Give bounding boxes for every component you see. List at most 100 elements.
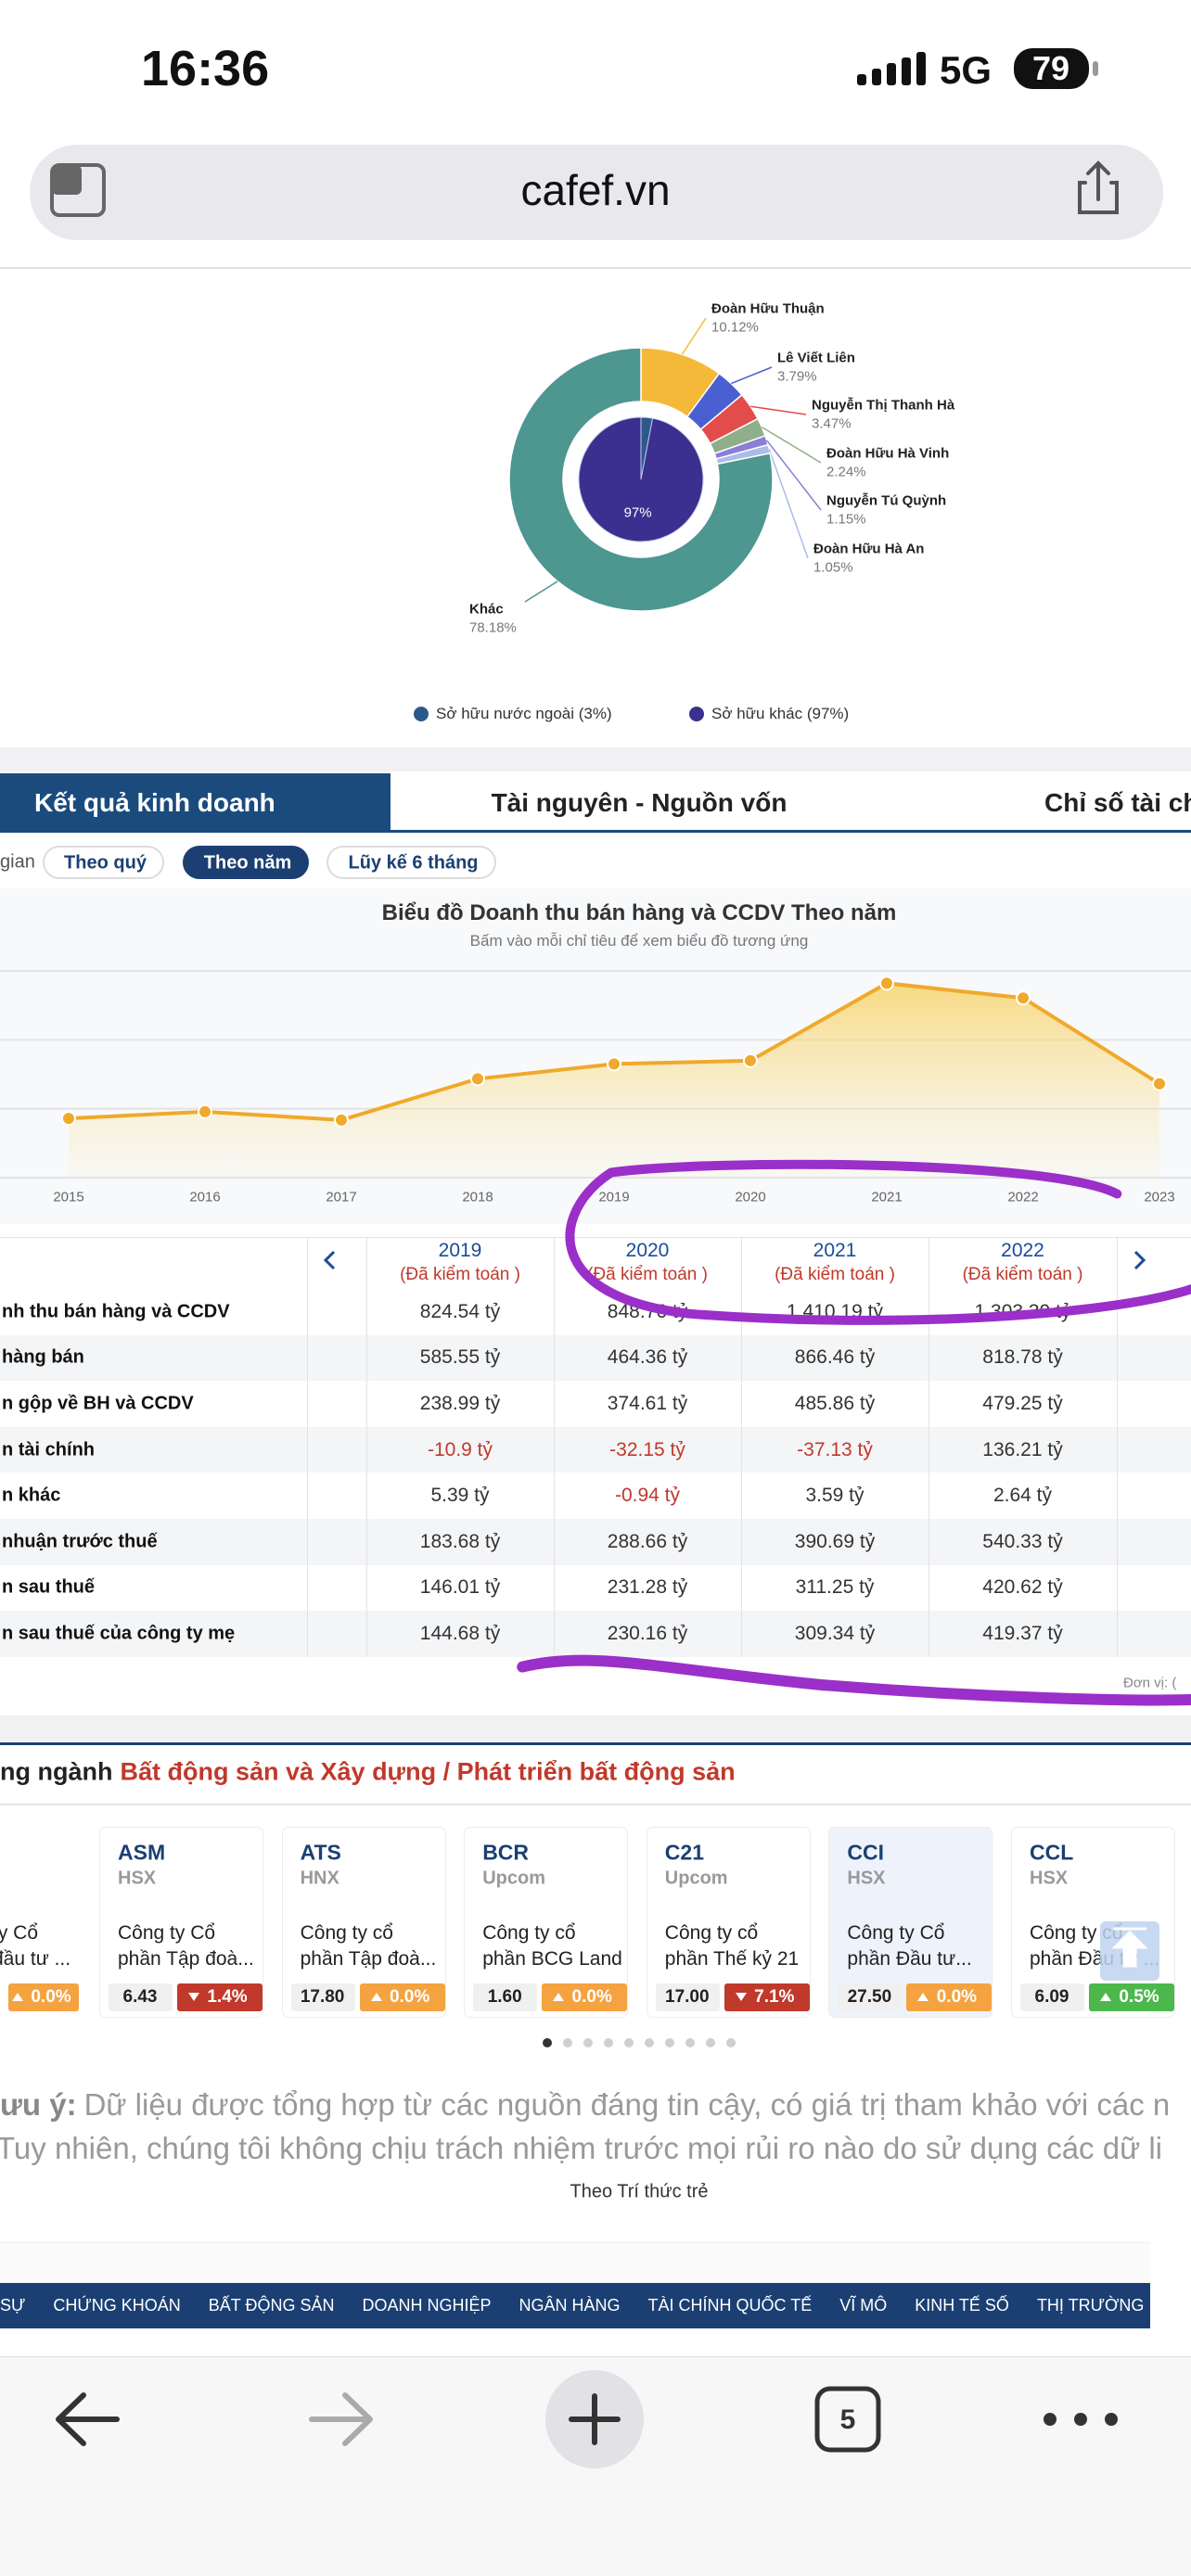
leader-line <box>750 405 807 415</box>
price-box: 17.00 <box>655 1983 720 2011</box>
section-gap <box>0 1715 1191 1741</box>
scroll-top-button[interactable] <box>1100 1921 1159 1981</box>
price: 1.60 <box>487 1987 522 2007</box>
company-name: phần Tập đoà... <box>118 1948 254 1970</box>
column-border <box>307 1237 308 1657</box>
filter-pill[interactable]: Lũy kế 6 tháng <box>327 846 496 879</box>
nav-item[interactable]: NGÂN HÀNG <box>519 2296 621 2315</box>
price: 6.43 <box>122 1987 158 2007</box>
nav-item[interactable]: TÀI CHÍNH QUỐC TẾ <box>647 2296 813 2315</box>
pie-slice <box>578 416 704 542</box>
page-dot <box>685 2038 695 2047</box>
x-tick-label: 2015 <box>53 1189 84 1205</box>
company-name: ty Cổ <box>0 1922 39 1944</box>
change: 0.0% <box>31 1987 71 2007</box>
slice-value: 97% <box>623 504 652 521</box>
price-box: 6.43 <box>109 1983 173 2011</box>
change-arrow <box>917 1993 929 2001</box>
nav-item[interactable]: DOANH NGHIỆP <box>362 2296 492 2315</box>
slice-value: 3.47% <box>812 415 852 432</box>
pie-slice <box>709 417 766 455</box>
heading-prefix: ng ngành <box>0 1757 113 1786</box>
filter-option: Lũy kế 6 tháng <box>348 852 479 874</box>
column-border <box>554 1237 555 1657</box>
row-label: hàng bán <box>2 1346 84 1368</box>
cell: 485.86 tỷ <box>794 1393 876 1414</box>
price-box: 27.50 <box>838 1983 903 2011</box>
price-box: 1.60 <box>473 1983 538 2011</box>
tab[interactable]: Tài nguyên - Nguồn vốn <box>491 788 788 817</box>
company-name: phần Thế kỷ 21 <box>664 1948 800 1970</box>
ticker: BCR <box>482 1840 530 1865</box>
exchange: Upcom <box>482 1868 545 1889</box>
cell: 479.25 tỷ <box>982 1393 1063 1414</box>
cell: 2.64 tỷ <box>992 1485 1053 1507</box>
exchange: HSX <box>1030 1868 1069 1889</box>
slice-value: 2.24% <box>826 464 866 480</box>
filter-pill[interactable]: Theo năm <box>183 846 309 879</box>
change-badge: 0.5% <box>1089 1983 1174 2011</box>
disclaimer-label: ưu ý: <box>0 2087 77 2122</box>
row-bg <box>0 1611 1191 1657</box>
price: 17.80 <box>300 1987 345 2007</box>
nav-item[interactable]: SỰ <box>0 2296 26 2315</box>
prev-button <box>323 1250 336 1270</box>
nav-item[interactable]: VĨ MÔ <box>839 2296 888 2315</box>
disclaimer-line: Tuy nhiên, chúng tôi không chịu trách nh… <box>0 2131 1162 2165</box>
cell: 1,410.19 tỷ <box>787 1300 883 1322</box>
row-label: n khác <box>2 1485 61 1506</box>
url[interactable]: cafef.vn <box>520 166 671 214</box>
change-badge: 0.0% <box>8 1983 79 2011</box>
cell: 183.68 tỷ <box>419 1530 501 1552</box>
cell: 464.36 tỷ <box>607 1346 688 1369</box>
nav-item[interactable]: THỊ TRƯỜNG <box>1036 2296 1145 2315</box>
change-badge: 0.0% <box>906 1983 992 2011</box>
column-border <box>1117 1237 1118 1657</box>
company-name: đầu tư ... <box>0 1948 71 1970</box>
slice-value: 10.12% <box>711 319 759 336</box>
company-name: Công ty Cổ <box>118 1922 216 1944</box>
share-button[interactable] <box>1078 160 1119 214</box>
unit-note: Đơn vị: ( <box>1123 1675 1177 1691</box>
chart-subtitle: Bấm vào mỗi chỉ tiêu để xem biểu đồ tươn… <box>469 932 809 950</box>
cell: 230.16 tỷ <box>607 1623 688 1644</box>
nav-item[interactable]: KINH TẾ SỐ <box>915 2296 1009 2315</box>
nav-item[interactable]: CHỨNG KHOÁN <box>53 2296 181 2315</box>
filter-pill[interactable]: Theo quý <box>43 846 164 879</box>
chart-title: Biểu đồ Doanh thu bán hàng và CCDV Theo … <box>381 900 897 925</box>
ticker: C21 <box>664 1840 704 1865</box>
tab-active[interactable]: Kết quả kinh doanh <box>34 788 275 817</box>
slice-label: Nguyễn Tú Quỳnh <box>826 492 947 509</box>
cell: 231.28 tỷ <box>607 1576 688 1599</box>
battery-level: 79 <box>1031 49 1070 87</box>
cell: 309.34 tỷ <box>794 1623 876 1644</box>
x-tick-label: 2020 <box>735 1189 766 1205</box>
column-border <box>366 1237 367 1657</box>
ticker: ASM <box>118 1840 166 1865</box>
section-gap <box>0 747 1191 772</box>
slice-label: Nguyễn Thị Thanh Hà <box>812 397 955 414</box>
change-badge: 1.4% <box>177 1983 263 2011</box>
page-dot <box>726 2038 736 2047</box>
cell: 238.99 tỷ <box>419 1393 501 1414</box>
tab-count[interactable]: 5 <box>839 2404 856 2435</box>
translate-button[interactable] <box>50 163 106 217</box>
section-rule <box>0 1804 1191 1805</box>
tab[interactable]: Chỉ số tài chí <box>1044 788 1191 817</box>
leader-line <box>761 426 822 464</box>
pie-slice <box>713 434 769 460</box>
company-name: phần Tập đoà... <box>300 1948 437 1970</box>
cell: 848.76 tỷ <box>607 1300 688 1322</box>
pie-slice <box>715 443 772 465</box>
disclaimer-text: Dữ liệu được tổng hợp từ các nguồn đáng … <box>83 2087 1171 2122</box>
section-heading: ng ngành Bất động sản và Xây dựng / Phát … <box>0 1758 736 1787</box>
exchange: Upcom <box>664 1868 728 1889</box>
x-tick-label: 2019 <box>598 1189 630 1205</box>
cell: 311.25 tỷ <box>795 1576 875 1599</box>
row-bg <box>0 1426 1191 1473</box>
change-arrow <box>370 1993 382 2001</box>
row-label: n sau thuế <box>2 1576 96 1598</box>
nav-item[interactable]: BẤT ĐỘNG SẢN <box>208 2296 335 2315</box>
leader-line <box>768 448 809 559</box>
slice-label: Khác <box>469 601 504 618</box>
